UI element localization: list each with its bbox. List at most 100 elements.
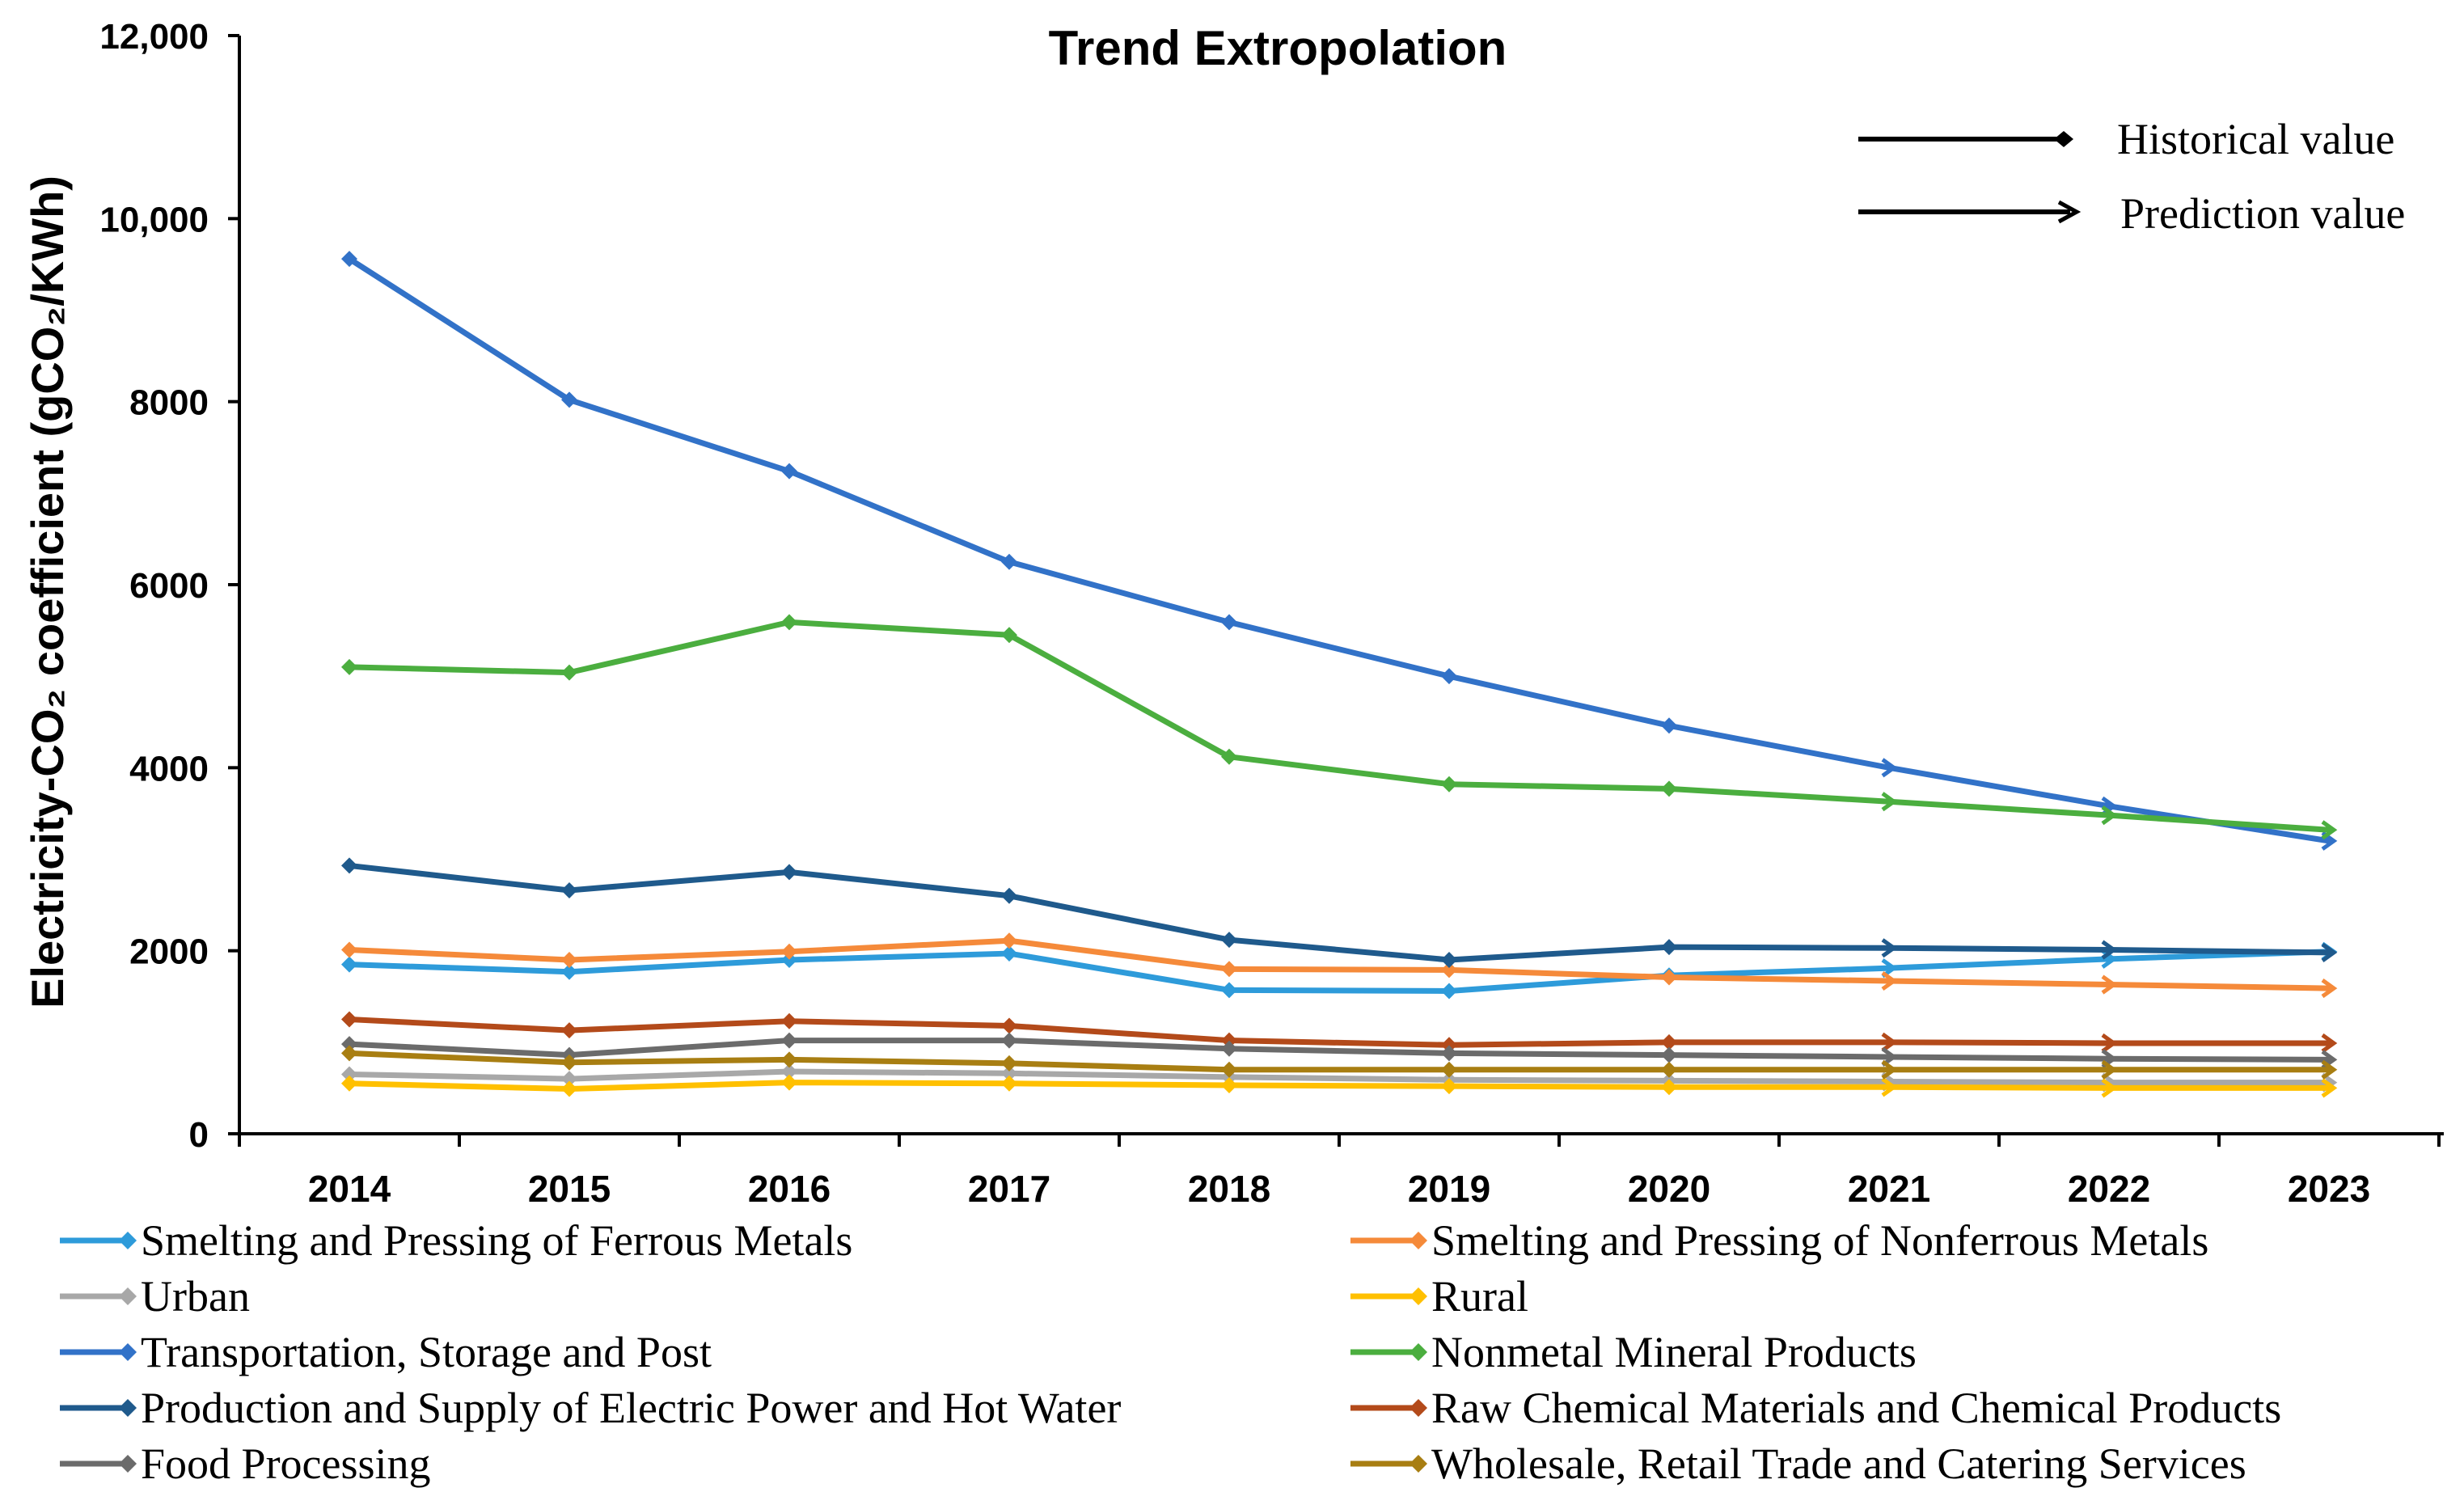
series-line bbox=[346, 949, 2332, 994]
historical-point bbox=[1221, 1061, 1237, 1078]
legend-item: Urban bbox=[60, 1272, 250, 1321]
prediction-point bbox=[2101, 805, 2118, 826]
prediction-point bbox=[2321, 820, 2338, 840]
diamond-marker-icon bbox=[119, 1399, 137, 1417]
prediction-point bbox=[2321, 942, 2338, 962]
series-6 bbox=[341, 857, 2338, 968]
historical-point bbox=[1221, 982, 1237, 999]
legend-item: Production and Supply of Electric Power … bbox=[60, 1384, 1121, 1432]
prediction-point bbox=[1881, 1077, 1898, 1097]
prediction-point bbox=[2321, 1078, 2338, 1098]
prediction-point bbox=[1881, 1032, 1898, 1052]
historical-point bbox=[1001, 887, 1017, 904]
y-tick-label: 10,000 bbox=[99, 200, 209, 239]
historical-point bbox=[781, 943, 797, 960]
series-0 bbox=[341, 941, 2338, 1000]
historical-point bbox=[341, 251, 357, 268]
historical-point bbox=[1001, 932, 1017, 949]
historical-point bbox=[1441, 776, 1457, 793]
legend-item: Rural bbox=[1350, 1272, 1528, 1321]
historical-point bbox=[1661, 969, 1677, 986]
x-ticks: 2014 2015 2016 2017 2018 2019 2020 2021 2022 2023 bbox=[238, 1134, 2441, 1210]
prediction-point bbox=[2101, 1078, 2118, 1098]
historical-point bbox=[561, 391, 577, 408]
historical-point bbox=[781, 463, 797, 480]
historical-point bbox=[1661, 939, 1677, 956]
historical-point bbox=[1661, 1079, 1677, 1096]
historical-point bbox=[781, 1012, 797, 1029]
series-1 bbox=[341, 932, 2338, 999]
prediction-point bbox=[2321, 979, 2338, 999]
historical-point bbox=[1001, 553, 1017, 570]
legend-label: Transportation, Storage and Post bbox=[141, 1328, 712, 1376]
historical-point bbox=[341, 1011, 357, 1028]
arrow-marker-icon bbox=[2057, 200, 2082, 224]
series-line bbox=[346, 1050, 2332, 1073]
historical-point bbox=[561, 1071, 577, 1088]
y-tick-label: 12,000 bbox=[99, 17, 209, 57]
diamond-marker-icon bbox=[1410, 1232, 1427, 1249]
historical-point bbox=[781, 864, 797, 881]
historical-point bbox=[1221, 614, 1237, 631]
historical-point bbox=[1441, 668, 1457, 685]
historical-point bbox=[1221, 1032, 1237, 1049]
historical-point bbox=[781, 1074, 797, 1091]
diamond-marker-icon bbox=[119, 1455, 137, 1473]
historical-point bbox=[341, 941, 357, 958]
x-tick-label: 2014 bbox=[308, 1168, 391, 1210]
legend-item: Raw Chemical Materials and Chemical Prod… bbox=[1350, 1384, 2281, 1432]
historical-point bbox=[1001, 1055, 1017, 1072]
historical-point bbox=[561, 1054, 577, 1071]
legend-label: Nonmetal Mineral Products bbox=[1431, 1328, 1917, 1376]
diamond-marker-icon bbox=[119, 1343, 137, 1361]
x-tick-label: 2019 bbox=[1408, 1168, 1490, 1210]
y-tick-label: 4000 bbox=[129, 749, 209, 788]
historical-point bbox=[341, 1066, 357, 1083]
historical-point bbox=[341, 857, 357, 874]
historical-point bbox=[1221, 961, 1237, 978]
prediction-point bbox=[2321, 1059, 2338, 1080]
legend-item: Nonmetal Mineral Products bbox=[1350, 1328, 1917, 1376]
historical-point bbox=[1441, 1078, 1457, 1095]
prediction-point bbox=[2101, 1033, 2118, 1053]
legend-label: Food Processing bbox=[141, 1439, 431, 1488]
prediction-point bbox=[1881, 792, 1898, 812]
historical-point bbox=[781, 951, 797, 968]
y-tick-label: 0 bbox=[189, 1115, 209, 1155]
prediction-point bbox=[1881, 758, 1898, 778]
series-9 bbox=[341, 1045, 2338, 1080]
historical-point bbox=[1001, 1075, 1017, 1092]
series-line bbox=[346, 937, 2332, 991]
prediction-point bbox=[2101, 974, 2118, 995]
historical-point bbox=[1221, 748, 1237, 765]
prediction-point bbox=[1881, 970, 1898, 991]
series-5 bbox=[341, 614, 2338, 840]
legend-item: Smelting and Pressing of Ferrous Metals bbox=[60, 1216, 852, 1265]
legend-label: Raw Chemical Materials and Chemical Prod… bbox=[1431, 1384, 2281, 1432]
y-axis-label: Electricity-CO₂ coefficient (gCO₂/KWh) bbox=[22, 175, 73, 1008]
series-7 bbox=[341, 1011, 2338, 1054]
historical-point bbox=[781, 1051, 797, 1068]
historical-point bbox=[1441, 962, 1457, 979]
historical-point bbox=[341, 1045, 357, 1062]
series-3 bbox=[341, 1074, 2338, 1098]
historical-point bbox=[1221, 1077, 1237, 1094]
prediction-point bbox=[1881, 938, 1898, 958]
historical-point bbox=[1661, 1046, 1677, 1063]
historical-point bbox=[781, 1032, 797, 1049]
historical-point bbox=[1001, 945, 1017, 962]
historical-point bbox=[341, 956, 357, 973]
legend-label: Wholesale, Retail Trade and Catering Ser… bbox=[1431, 1439, 2246, 1488]
prediction-point bbox=[1881, 1059, 1898, 1080]
x-tick-label: 2018 bbox=[1188, 1168, 1270, 1210]
x-tick-label: 2020 bbox=[1628, 1168, 1710, 1210]
legend-label: Smelting and Pressing of Nonferrous Meta… bbox=[1431, 1216, 2208, 1265]
historical-point bbox=[1221, 1040, 1237, 1057]
x-tick-label: 2022 bbox=[2068, 1168, 2150, 1210]
diamond-marker-icon bbox=[2054, 131, 2073, 147]
historical-point bbox=[1661, 1033, 1677, 1050]
legend-item: Wholesale, Retail Trade and Catering Ser… bbox=[1350, 1439, 2246, 1488]
diamond-marker-icon bbox=[119, 1232, 137, 1249]
historical-point bbox=[1441, 1037, 1457, 1054]
